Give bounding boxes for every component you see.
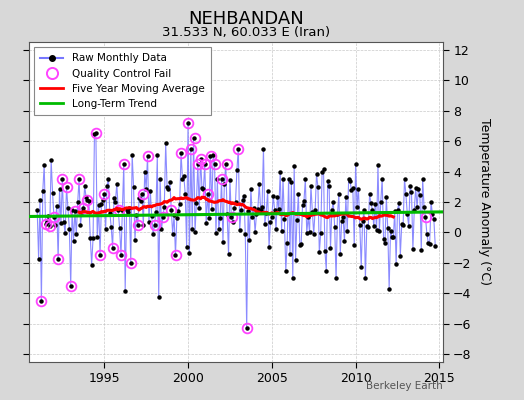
Text: 31.533 N, 60.033 E (Iran): 31.533 N, 60.033 E (Iran) [162, 26, 330, 39]
Y-axis label: Temperature Anomaly (°C): Temperature Anomaly (°C) [478, 118, 491, 286]
Legend: Raw Monthly Data, Quality Control Fail, Five Year Moving Average, Long-Term Tren: Raw Monthly Data, Quality Control Fail, … [34, 47, 211, 115]
Text: Berkeley Earth: Berkeley Earth [366, 381, 443, 391]
Text: NEHBANDAN: NEHBANDAN [189, 10, 304, 28]
